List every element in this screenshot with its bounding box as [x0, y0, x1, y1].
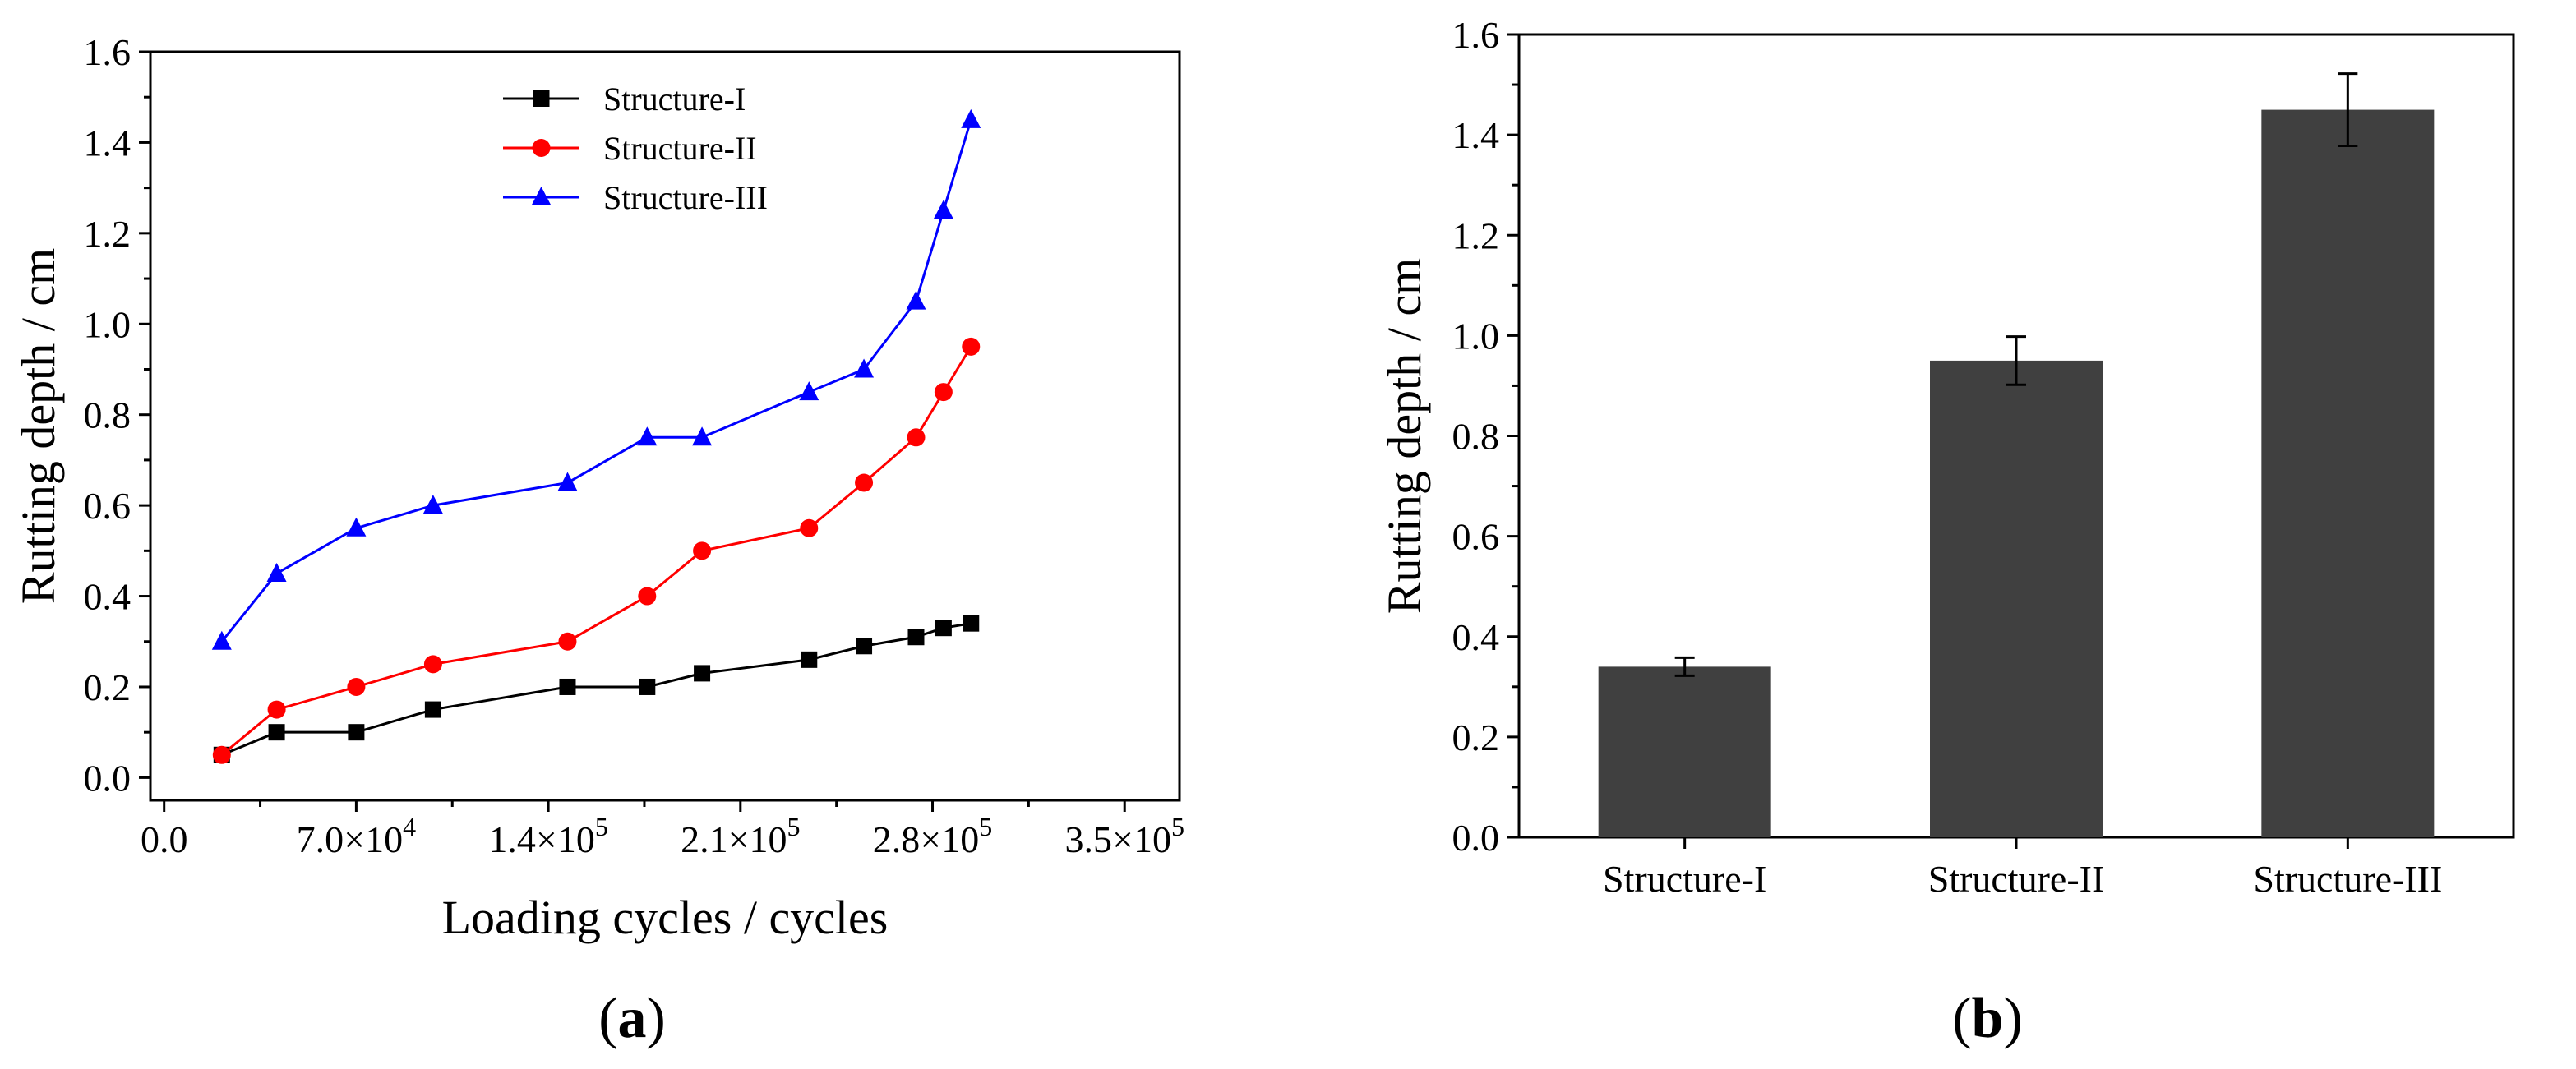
- series-line: [220, 346, 972, 756]
- data-point: [348, 724, 365, 741]
- y-axis-title: Rutting depth / cm: [12, 248, 65, 604]
- x-tick-label: 2.8×105: [873, 812, 992, 860]
- data-point: [961, 108, 981, 128]
- y-tick-label: 1.2: [84, 213, 132, 255]
- y-tick-label: 0.2: [84, 666, 132, 708]
- data-point: [559, 678, 576, 695]
- data-point: [934, 383, 953, 402]
- x-tick-label: Structure-III: [2253, 858, 2442, 900]
- data-point: [424, 701, 441, 718]
- legend-marker: [532, 139, 551, 157]
- data-point: [268, 724, 285, 741]
- x-axis-title: Loading cycles / cycles: [442, 891, 889, 944]
- data-point: [907, 629, 925, 646]
- data-point: [800, 518, 819, 537]
- y-tick-label: 1.0: [1452, 315, 1500, 357]
- x-tick-label: 3.5×105: [1065, 812, 1184, 860]
- data-point: [557, 472, 578, 491]
- y-tick-label: 0.0: [84, 757, 132, 799]
- y-tick-label: 0.6: [1452, 516, 1500, 558]
- data-point: [694, 665, 711, 682]
- y-tick-label: 0.4: [84, 576, 132, 618]
- data-point: [212, 745, 231, 764]
- bar: [1930, 360, 2103, 837]
- data-point: [935, 620, 952, 637]
- x-tick-label: 2.1×105: [681, 812, 800, 860]
- data-point: [855, 473, 874, 492]
- data-point: [693, 541, 712, 560]
- data-point: [347, 677, 366, 696]
- data-point: [422, 495, 443, 514]
- x-tick-label: Structure-II: [1928, 858, 2105, 900]
- bar: [1598, 666, 1771, 837]
- data-point: [346, 517, 367, 537]
- panel-b-bar-chart: 0.0 0.2 0.4 0.6 0.8 1.0 1.2 1.4 1.6 Structure-I St…: [1378, 14, 2515, 1050]
- data-point: [266, 562, 287, 582]
- y-tick-label: 1.4: [84, 122, 132, 164]
- x-tick-label: 0.0: [141, 818, 188, 860]
- data-point: [211, 630, 232, 650]
- bar: [2261, 109, 2435, 837]
- data-point: [558, 632, 577, 651]
- plot-frame: [149, 50, 1181, 802]
- y-tick-label: 1.6: [1452, 14, 1500, 56]
- data-point: [963, 615, 980, 632]
- y-tick-label: 0.2: [1452, 717, 1500, 758]
- data-point: [962, 337, 981, 356]
- legend-label: Structure-III: [603, 179, 768, 216]
- legend-marker: [531, 187, 552, 205]
- data-point: [267, 700, 286, 719]
- panel-a-line-chart: 0.0 7.0×104 1.4×105 2.1×105 2.8×105 3.5×105 0.…: [12, 31, 1184, 1050]
- data-point: [637, 426, 658, 446]
- legend-label: Structure-I: [603, 81, 746, 117]
- y-tick-label: 0.4: [1452, 616, 1500, 658]
- y-tick-label: 1.6: [84, 31, 132, 73]
- y-tick-label: 0.8: [84, 394, 132, 436]
- panel-label: (b): [1952, 987, 2023, 1050]
- y-tick-label: 0.6: [84, 485, 132, 527]
- data-point: [907, 428, 926, 447]
- y-tick-label: 1.4: [1452, 114, 1500, 156]
- data-point: [933, 200, 953, 219]
- data-point: [906, 290, 926, 310]
- y-tick-label: 0.0: [1452, 817, 1500, 859]
- series-line: [220, 119, 972, 643]
- data-point: [639, 678, 656, 695]
- data-point: [423, 655, 442, 674]
- legend-label: Structure-II: [603, 130, 757, 167]
- data-point: [638, 587, 657, 606]
- y-axis-title: Rutting depth / cm: [1378, 258, 1431, 614]
- legend-marker: [533, 90, 550, 107]
- data-point: [692, 426, 713, 446]
- data-point: [799, 381, 819, 401]
- data-point: [856, 638, 873, 655]
- y-tick-label: 0.8: [1452, 416, 1500, 458]
- x-tick-label: 7.0×104: [297, 812, 416, 860]
- data-point: [801, 651, 818, 668]
- x-tick-label: 1.4×105: [488, 812, 607, 860]
- x-tick-label: Structure-I: [1603, 858, 1766, 900]
- y-tick-label: 1.0: [84, 303, 132, 345]
- y-tick-label: 1.2: [1452, 214, 1500, 256]
- panel-label: (a): [598, 987, 666, 1050]
- data-point: [854, 358, 875, 378]
